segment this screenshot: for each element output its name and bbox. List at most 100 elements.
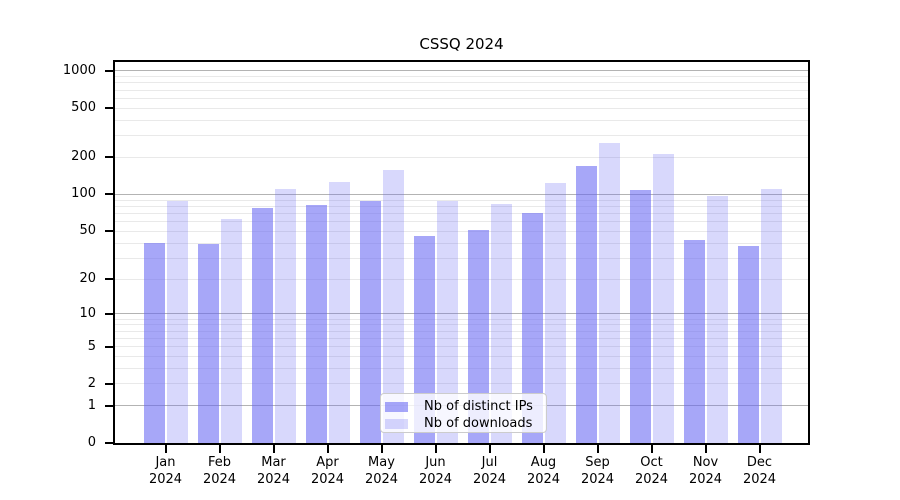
x-axis: Jan 2024 Feb 2024 Mar 2024 Apr 2024 May 2024…	[115, 445, 808, 500]
y-axis-tick	[105, 193, 113, 196]
bar-distinct-ips-mar	[251, 208, 273, 443]
minor-gridline	[115, 89, 808, 91]
bar-distinct-ips-dec	[737, 245, 759, 443]
y-axis-tick-label: 0	[87, 435, 96, 450]
bar-downloads-oct	[652, 153, 674, 443]
x-axis-tick	[326, 445, 329, 453]
legend-swatch-downloads	[385, 418, 408, 429]
y-axis: 0 1 2 5 10 20 50 100 200 500 1000	[0, 62, 113, 450]
minor-gridline	[115, 278, 808, 280]
minor-gridline	[115, 318, 808, 320]
bar-distinct-ips-apr	[305, 205, 327, 443]
y-axis-tick	[105, 156, 113, 159]
bar-distinct-ips-feb	[197, 244, 219, 443]
legend-swatch-distinct-ips	[385, 401, 408, 412]
minor-gridline	[115, 199, 808, 201]
x-axis-tick-label: Jan 2024	[148, 455, 183, 487]
bar-distinct-ips-oct	[629, 190, 651, 443]
minor-gridline	[115, 135, 808, 137]
y-axis-tick-label: 500	[71, 100, 96, 116]
major-gridline	[115, 193, 808, 195]
minor-gridline	[115, 330, 808, 332]
bar-downloads-mar	[274, 189, 296, 443]
major-gridline	[115, 70, 808, 72]
minor-gridline	[115, 242, 808, 244]
minor-gridline	[115, 221, 808, 223]
bar-downloads-jul	[490, 203, 512, 443]
x-axis-tick-label: Aug 2024	[526, 455, 561, 487]
y-axis-tick	[105, 442, 113, 444]
x-axis-tick-label: Jul 2024	[472, 455, 507, 487]
legend-item: Nb of distinct IPs	[385, 398, 540, 415]
bar-downloads-jan	[166, 201, 188, 443]
bar-distinct-ips-nov	[683, 240, 705, 443]
major-gridline	[115, 313, 808, 315]
bar-downloads-nov	[706, 195, 728, 443]
y-axis-tick	[105, 382, 113, 385]
x-axis-tick	[704, 445, 707, 453]
y-axis-tick-label: 50	[79, 223, 96, 239]
bar-downloads-may	[382, 170, 404, 443]
minor-gridline	[115, 82, 808, 84]
y-axis-tick	[105, 230, 113, 233]
y-axis-tick-label: 1000	[62, 62, 96, 78]
x-axis-tick-label: Sep 2024	[580, 455, 615, 487]
y-axis-tick	[105, 107, 113, 110]
x-axis-tick-label: Oct 2024	[634, 455, 669, 487]
y-axis-tick-label: 5	[87, 338, 96, 354]
minor-gridline	[115, 367, 808, 369]
y-axis-tick-label: 100	[71, 186, 96, 202]
bar-distinct-ips-sep	[575, 166, 597, 443]
x-axis-tick-label: Mar 2024	[256, 455, 291, 487]
y-axis-tick	[105, 345, 113, 348]
x-axis-tick	[218, 445, 221, 453]
x-axis-tick	[542, 445, 545, 453]
minor-gridline	[115, 337, 808, 339]
minor-gridline	[115, 212, 808, 214]
y-axis-tick	[105, 278, 113, 281]
x-axis-tick	[758, 445, 761, 453]
legend: Nb of distinct IPs Nb of downloads	[380, 393, 547, 433]
x-axis-tick	[272, 445, 275, 453]
minor-gridline	[115, 205, 808, 207]
y-axis-tick-label: 10	[79, 305, 96, 321]
minor-gridline	[115, 257, 808, 259]
y-axis-tick-label: 200	[71, 149, 96, 165]
minor-gridline	[115, 346, 808, 347]
minor-gridline	[115, 324, 808, 326]
legend-label: Nb of distinct IPs	[424, 399, 533, 414]
legend-label: Nb of downloads	[424, 416, 533, 431]
x-axis-tick-label: Nov 2024	[688, 455, 723, 487]
bar-downloads-jun	[436, 201, 458, 443]
plot-area: Nb of distinct IPs Nb of downloads	[113, 60, 810, 445]
x-axis-tick	[164, 445, 167, 453]
bar-distinct-ips-jan	[143, 243, 165, 443]
x-axis-tick	[650, 445, 653, 453]
bar-distinct-ips-may	[359, 201, 381, 443]
minor-gridline	[115, 355, 808, 357]
y-axis-tick-label: 2	[87, 375, 96, 391]
minor-gridline	[115, 383, 808, 385]
minor-gridline	[115, 230, 808, 232]
bar-distinct-ips-aug	[521, 213, 543, 443]
x-axis-tick-label: May 2024	[364, 455, 399, 487]
x-axis-tick	[596, 445, 599, 453]
x-axis-tick	[488, 445, 491, 453]
x-axis-tick-label: Feb 2024	[202, 455, 237, 487]
minor-gridline	[115, 156, 808, 158]
x-axis-tick-label: Apr 2024	[310, 455, 345, 487]
minor-gridline	[115, 107, 808, 109]
bar-distinct-ips-jul	[467, 230, 489, 443]
minor-gridline	[115, 119, 808, 121]
bar-downloads-feb	[220, 219, 242, 443]
chart-title: CSSQ 2024	[419, 35, 504, 53]
y-axis-tick-label: 1	[87, 397, 96, 413]
y-axis-tick-label: 20	[79, 271, 96, 287]
y-axis-tick	[105, 312, 113, 315]
minor-gridline	[115, 76, 808, 78]
bar-downloads-apr	[328, 182, 350, 443]
minor-gridline	[115, 97, 808, 99]
bar-downloads-sep	[598, 142, 620, 443]
y-axis-tick	[105, 69, 113, 72]
